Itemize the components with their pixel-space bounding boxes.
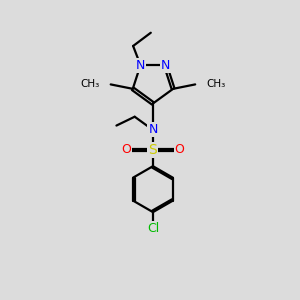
Text: O: O (175, 143, 184, 157)
Text: N: N (136, 58, 145, 72)
Text: O: O (122, 143, 131, 157)
Text: N: N (161, 58, 170, 72)
Text: Cl: Cl (147, 222, 159, 235)
Text: CH₃: CH₃ (206, 80, 226, 89)
Text: S: S (148, 143, 157, 157)
Text: CH₃: CH₃ (80, 80, 100, 89)
Text: N: N (148, 124, 158, 136)
